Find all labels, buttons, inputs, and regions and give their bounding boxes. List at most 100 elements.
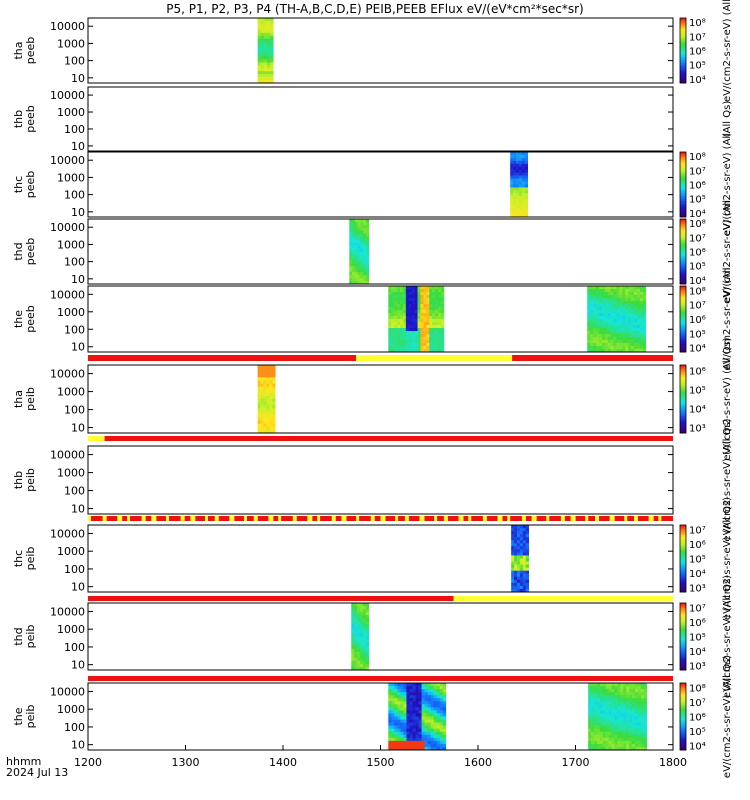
heatmap-cell xyxy=(593,349,597,353)
heatmap-cell xyxy=(643,731,647,736)
heatmap-cell xyxy=(354,263,358,267)
flag-segment xyxy=(419,516,425,521)
heatmap-cell xyxy=(626,716,630,720)
heatmap-cell xyxy=(257,38,262,42)
heatmap-cell xyxy=(352,272,356,276)
heatmap-cell xyxy=(260,38,265,42)
heatmap-cell xyxy=(439,731,444,736)
heatmap-cell xyxy=(260,371,264,375)
colorbar-cell xyxy=(680,44,686,47)
heatmap-cell xyxy=(632,713,636,717)
colorbar-cell xyxy=(680,375,686,378)
heatmap-cell xyxy=(432,346,436,350)
heatmap-cell xyxy=(599,683,604,687)
heatmap-cell xyxy=(439,722,444,726)
heatmap-cell xyxy=(439,743,444,748)
heatmap-cell xyxy=(510,178,514,182)
heatmap-cell xyxy=(607,304,611,308)
heatmap-cell xyxy=(636,313,641,317)
heatmap-cell xyxy=(636,307,641,311)
heatmap-cell xyxy=(611,734,615,739)
colorbar-cell xyxy=(680,32,686,35)
heatmap-cell xyxy=(363,254,367,258)
heatmap-cell xyxy=(266,411,270,415)
heatmap-cell xyxy=(418,746,422,751)
heatmap-cell xyxy=(519,537,524,541)
heatmap-cell xyxy=(406,725,410,729)
heatmap-cell xyxy=(421,704,425,708)
heatmap-cell xyxy=(617,731,621,736)
heatmap-cell xyxy=(397,686,401,690)
colorbar-cell xyxy=(680,614,686,617)
heatmap-cell xyxy=(642,292,646,296)
heatmap-cell xyxy=(267,47,271,51)
heatmap-cell xyxy=(591,689,595,693)
heatmap-cell xyxy=(414,316,418,320)
heatmap-cell xyxy=(418,704,422,708)
colorbar-cell xyxy=(680,236,686,239)
colorbar-cell xyxy=(680,42,686,45)
heatmap-cell xyxy=(430,701,435,705)
heatmap-cell xyxy=(522,558,527,562)
heatmap-cell xyxy=(623,728,627,733)
heatmap-cell xyxy=(397,286,401,290)
heatmap-cell xyxy=(602,713,607,717)
heatmap-cell xyxy=(400,349,404,353)
colorbar-cell xyxy=(680,661,686,664)
heatmap-cell xyxy=(439,692,444,696)
heatmap-cell xyxy=(617,713,621,717)
heatmap-cell xyxy=(594,722,598,726)
heatmap-cell xyxy=(405,319,410,323)
heatmap-cell xyxy=(397,292,401,296)
heatmap-cell xyxy=(357,275,361,279)
heatmap-cell xyxy=(637,731,642,736)
heatmap-cell xyxy=(352,245,356,249)
heatmap-cell xyxy=(438,337,442,341)
heatmap-cell xyxy=(352,269,356,273)
heatmap-cell xyxy=(394,695,398,699)
colorbar-cell xyxy=(680,277,686,280)
flag-segment xyxy=(458,516,464,521)
heatmap-cell xyxy=(631,286,635,290)
heatmap-cell xyxy=(394,337,398,341)
heatmap-cell xyxy=(423,337,427,341)
heatmap-cell xyxy=(423,295,427,299)
heatmap-cell xyxy=(417,313,421,317)
heatmap-cell xyxy=(524,163,529,168)
colorbar-cell xyxy=(680,729,686,732)
heatmap-cell xyxy=(391,331,395,335)
flag-segment xyxy=(278,516,282,521)
flag-segment xyxy=(453,596,673,601)
heatmap-cell xyxy=(409,710,413,714)
heatmap-cell xyxy=(400,734,404,739)
colorbar-cell xyxy=(680,704,686,707)
flag-segment xyxy=(229,516,235,521)
colorbar-frame xyxy=(679,682,687,751)
colorbar-cell xyxy=(680,186,686,189)
x-tick-label: 1500 xyxy=(367,756,395,769)
heatmap-cell xyxy=(362,645,367,649)
flag-segment xyxy=(190,516,196,521)
heatmap-cell xyxy=(257,365,261,369)
heatmap-cell xyxy=(400,307,404,311)
heatmap-cell xyxy=(391,295,395,299)
heatmap-cell xyxy=(366,236,370,240)
heatmap-cell xyxy=(420,289,424,293)
heatmap-cell xyxy=(405,307,410,311)
heatmap-cell xyxy=(260,420,264,425)
colorbar-cell xyxy=(680,333,686,336)
heatmap-cell xyxy=(426,289,430,293)
heatmap-cell xyxy=(442,710,447,714)
colorbar-cell xyxy=(680,648,686,651)
colorbar-cell xyxy=(680,658,686,661)
flag-segment xyxy=(570,516,576,521)
heatmap-cell xyxy=(619,292,623,296)
flag-segment xyxy=(609,516,615,521)
heatmap-cell xyxy=(415,704,419,708)
heatmap-cell xyxy=(354,630,358,634)
heatmap-cell xyxy=(588,737,592,742)
heatmap-cell xyxy=(632,725,636,729)
heatmap-cell xyxy=(349,248,353,252)
heatmap-cell xyxy=(257,408,261,412)
heatmap-cell xyxy=(418,713,422,717)
